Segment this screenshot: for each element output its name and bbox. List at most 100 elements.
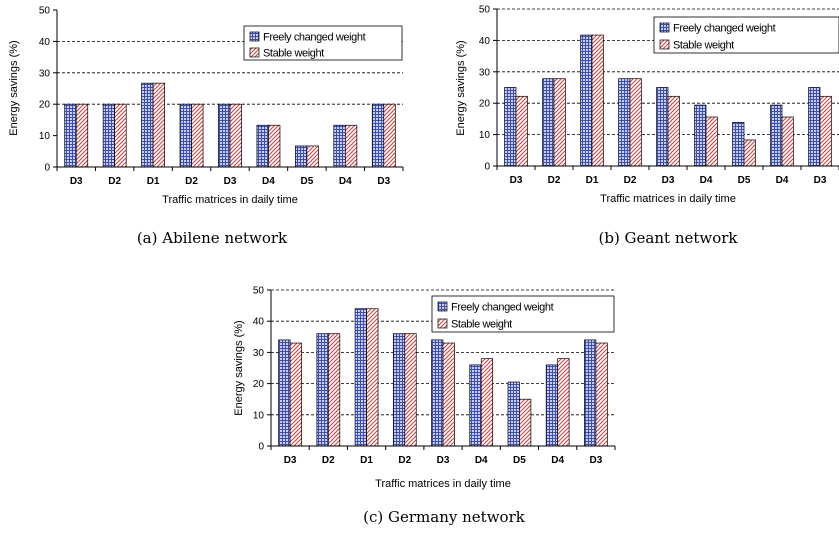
bar-stable — [480, 358, 494, 447]
x-tick-label: D3 — [589, 455, 602, 466]
x-tick-label: D4 — [475, 455, 488, 466]
legend-label: Freely changed weight — [451, 302, 554, 314]
y-tick-label: 10 — [39, 131, 51, 142]
x-tick-label: D1 — [147, 176, 160, 187]
bar-freely — [469, 364, 482, 447]
bar-freely — [218, 103, 231, 168]
y-tick-label: 50 — [479, 5, 491, 16]
legend: Freely changed weight Stable weight — [431, 295, 615, 333]
y-tick-label: 40 — [253, 317, 265, 328]
x-tick-label: D1 — [586, 175, 599, 186]
bar-stable — [75, 103, 89, 168]
bar-stable — [366, 308, 379, 447]
bar-stable — [268, 124, 281, 168]
legend-label: Stable weight — [451, 319, 512, 331]
bar-freely — [333, 124, 346, 168]
y-tick-label: 20 — [479, 99, 491, 110]
x-tick-label: D3 — [437, 455, 450, 466]
x-tick-label: D2 — [398, 455, 411, 466]
x-axis-title: Traffic matrices in daily time — [162, 194, 298, 206]
x-tick-label: D4 — [700, 175, 713, 186]
legend-box — [653, 16, 839, 54]
bar-stable — [289, 342, 302, 447]
bar-stable — [383, 103, 396, 168]
x-tick-label: D3 — [284, 455, 297, 466]
bar-freely — [584, 339, 597, 447]
x-tick-label: D2 — [548, 175, 561, 186]
x-tick-label: D2 — [108, 176, 121, 187]
bar-freely — [64, 103, 77, 168]
legend-label: Stable weight — [673, 40, 734, 52]
bar-stable — [114, 103, 127, 168]
y-tick-label: 20 — [39, 100, 51, 111]
bar-freely — [808, 87, 821, 167]
x-tick-label: D2 — [185, 176, 198, 187]
x-axis-title: Traffic matrices in daily time — [600, 193, 736, 205]
chart-2: 0 10 20 30 40 50 D3 D2 D1 D2 D3 D4 D5 D4 D3 Traffic mat… — [455, 5, 839, 247]
bar-freely — [504, 87, 517, 167]
bar-stable — [152, 82, 165, 168]
x-tick-label: D2 — [322, 455, 335, 466]
x-tick-label: D4 — [262, 176, 275, 187]
x-tick-label: D5 — [513, 455, 526, 466]
x-tick-label: D3 — [814, 175, 827, 186]
legend-swatch-stable — [659, 39, 670, 50]
bar-freely — [316, 333, 329, 447]
x-tick-label: D4 — [339, 176, 352, 187]
y-axis-title: Energy savings (%) — [233, 320, 245, 415]
bar-freely — [354, 308, 367, 447]
bar-freely — [618, 78, 631, 167]
bar-freely — [732, 122, 745, 167]
y-tick-label: 10 — [253, 410, 265, 421]
x-tick-label: D3 — [70, 176, 83, 187]
bar-stable — [515, 95, 528, 167]
legend-swatch-freely — [437, 301, 448, 312]
y-tick-label: 20 — [253, 379, 265, 390]
y-tick-label: 50 — [39, 6, 51, 17]
legend-swatch-stable — [437, 318, 448, 329]
bar-freely — [102, 103, 116, 168]
legend-swatch-freely — [659, 22, 670, 33]
bar-stable — [819, 95, 832, 167]
bar-freely — [278, 339, 291, 447]
x-axis-title: Traffic matrices in daily time — [375, 478, 511, 490]
bar-freely — [371, 103, 385, 168]
bar-stable — [591, 34, 604, 167]
bar-freely — [770, 104, 783, 167]
bar-stable — [191, 103, 204, 168]
bar-freely — [179, 103, 192, 168]
y-axis-title: Energy savings (%) — [455, 40, 467, 135]
bar-stable — [519, 398, 532, 447]
legend-swatch-stable — [249, 47, 260, 58]
y-tick-label: 30 — [253, 348, 265, 359]
bar-freely — [580, 34, 593, 167]
y-tick-label: 30 — [479, 67, 491, 78]
bar-stable — [327, 333, 341, 447]
legend: Freely changed weight Stable weight — [243, 25, 403, 61]
y-tick-label: 10 — [479, 130, 491, 141]
bar-freely — [542, 78, 555, 167]
bar-freely — [141, 82, 154, 168]
x-tick-label: D3 — [662, 175, 675, 186]
chart-1: 0 10 20 30 40 50 D3 D2 D1 D2 D3 D4 D5 D4 D3 Traffic mat… — [8, 6, 404, 247]
legend: Freely changed weight Stable weight — [653, 16, 839, 54]
x-tick-label: D4 — [776, 175, 789, 186]
x-tick-label: D2 — [624, 175, 637, 186]
bar-freely — [392, 333, 406, 447]
bar-stable — [667, 95, 680, 167]
y-tick-label: 0 — [484, 162, 490, 173]
bar-freely — [656, 87, 669, 167]
bar-stable — [705, 116, 718, 167]
y-tick-label: 40 — [39, 37, 51, 48]
y-tick-label: 50 — [253, 286, 265, 297]
bar-stable — [344, 124, 358, 168]
legend-label: Freely changed weight — [263, 32, 366, 44]
x-tick-label: D5 — [738, 175, 751, 186]
bar-stable — [743, 139, 756, 167]
figure-caption: (a) Abilene network — [137, 229, 288, 247]
bar-stable — [229, 103, 242, 168]
bar-freely — [545, 364, 559, 447]
bar-freely — [295, 145, 308, 168]
legend-box — [243, 25, 403, 61]
